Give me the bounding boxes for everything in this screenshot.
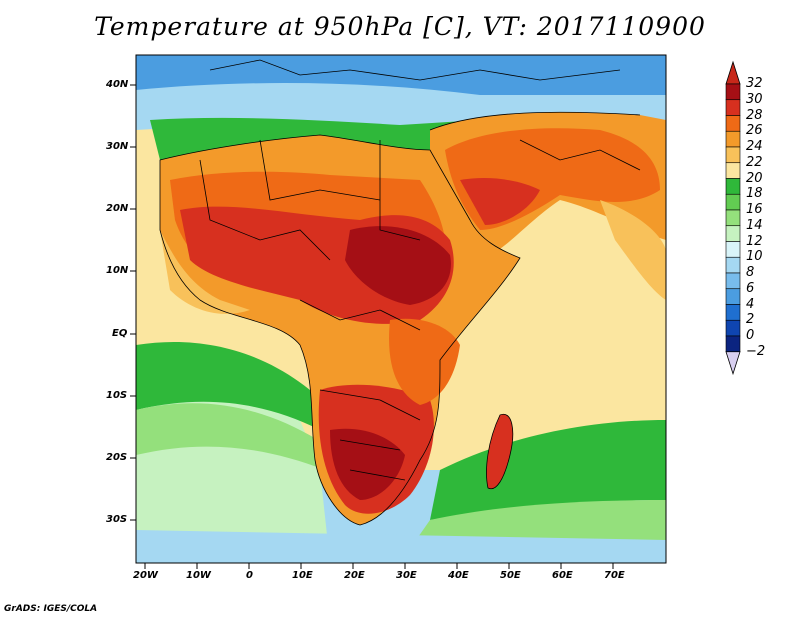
- lat-label: 40N: [106, 79, 129, 90]
- colorbar-swatch: [725, 319, 741, 337]
- central-africa-extreme: [345, 226, 451, 305]
- lon-label: 10E: [292, 570, 313, 581]
- colorbar-level-label: 4: [746, 296, 755, 312]
- colorbar-level-label: 22: [746, 154, 763, 170]
- colorbar-swatch: [725, 178, 741, 195]
- colorbar-swatch: [725, 83, 741, 101]
- colorbar-swatch: [725, 288, 741, 305]
- lat-label: 10S: [106, 390, 128, 401]
- colorbar-top-arrow: [725, 60, 741, 85]
- south-atlantic-green: [136, 342, 320, 430]
- lon-label: 30E: [396, 570, 417, 581]
- colorbar-swatch: [725, 272, 741, 290]
- colorbar-level-label: 24: [746, 139, 763, 154]
- lon-label: 20E: [344, 570, 365, 581]
- colorbar-swatch: [725, 162, 741, 179]
- colorbar-swatch: [725, 130, 741, 148]
- west-coast-warm: [160, 230, 250, 314]
- lat-label: 20S: [106, 452, 128, 463]
- map-title: Temperature at 950hPa [C], VT: 201711090…: [94, 12, 706, 41]
- colorbar-level-label: 28: [746, 107, 763, 123]
- colorbar-level-label: 14: [746, 217, 763, 233]
- colorbar-swatch: [725, 146, 741, 164]
- colorbar-level-label: 30: [746, 91, 763, 107]
- colorbar-swatch: [725, 241, 741, 258]
- colorbar-swatch: [725, 99, 741, 116]
- indian-ocean-green: [430, 420, 666, 520]
- map-frame: [135, 54, 667, 564]
- southern-africa-extreme: [330, 428, 405, 500]
- lon-label: 0: [246, 570, 253, 581]
- south-atlantic-mild: [136, 403, 325, 470]
- lat-label: 30N: [106, 141, 129, 152]
- lat-label: 10N: [106, 265, 129, 276]
- south-cool-band: [136, 530, 666, 563]
- lon-label: 70E: [604, 570, 625, 581]
- east-africa-hot: [389, 318, 460, 405]
- lon-label: 60E: [552, 570, 573, 581]
- colorbar-swatch: [725, 304, 741, 321]
- colorbar-level-label: 26: [746, 123, 763, 139]
- map-field: [136, 55, 666, 563]
- colorbar-level-label: 32: [746, 76, 763, 91]
- colorbar-swatch: [725, 225, 741, 242]
- colorbar-level-label: 12: [746, 233, 763, 249]
- india-warm: [600, 200, 666, 300]
- lat-label: EQ: [112, 328, 128, 339]
- colorbar-level-label: 10: [746, 249, 763, 265]
- lat-label: 20N: [106, 203, 129, 214]
- colorbar-swatch: [725, 256, 741, 274]
- colorbar-level-label: 20: [746, 170, 763, 186]
- arabia-very-hot: [460, 178, 540, 225]
- colorbar-swatch: [725, 209, 741, 227]
- lon-label: 20W: [133, 570, 158, 581]
- colorbar-level-label: 0: [746, 328, 755, 343]
- lon-label: 10W: [186, 570, 211, 581]
- lon-label: 40E: [448, 570, 469, 581]
- colorbar-level-label: 6: [746, 280, 755, 296]
- colorbar-swatch: [725, 193, 741, 211]
- colorbar-swatch: [725, 115, 741, 132]
- colorbar-level-label: 16: [746, 202, 763, 217]
- colorbar-level-label: 8: [746, 265, 755, 280]
- colorbar-bottom-arrow: [725, 351, 741, 376]
- colorbar-level-label: 2: [746, 312, 755, 328]
- credit-text: GrADS: IGES/COLA: [4, 604, 98, 614]
- lon-label: 50E: [500, 570, 521, 581]
- colorbar-swatch: [725, 335, 741, 353]
- colorbar-level-label: −2: [746, 343, 766, 359]
- country-borders: [159, 59, 641, 526]
- colorbar-level-label: 18: [746, 186, 763, 202]
- lat-label: 30S: [106, 514, 128, 525]
- longitude-ticks: [144, 563, 614, 569]
- latitude-ticks: [130, 84, 136, 521]
